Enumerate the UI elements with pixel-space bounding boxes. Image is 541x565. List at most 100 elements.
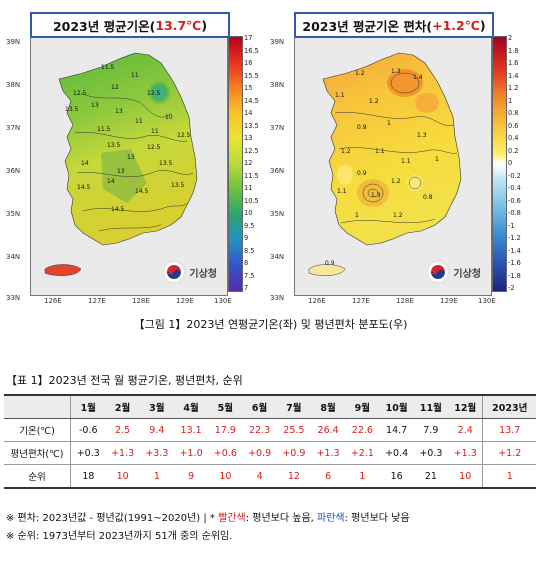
contour-label: 1.4 [413, 74, 423, 81]
lat-label: 36N [6, 167, 21, 175]
contour-label: 14 [107, 178, 115, 185]
lon-label: 130E [214, 297, 232, 305]
lon-label: 126E [308, 297, 326, 305]
contour-label: 1.3 [371, 192, 381, 199]
contour-label: 1.1 [401, 158, 411, 165]
table-cell: 12 [276, 464, 311, 489]
colorbar-tick-label: 8 [244, 259, 249, 267]
contour-label: 1.2 [391, 178, 401, 185]
table-cell: 1 [139, 464, 174, 489]
note-text: ※ 편차: 2023년값 - 평년값(1991~2020년) | * [6, 513, 219, 524]
contour-label: 1.2 [393, 212, 403, 219]
colorbar-tick-label: 1.2 [508, 84, 519, 92]
contour-label: 13.5 [159, 160, 173, 167]
colorbar-tick-label: 0.6 [508, 121, 519, 130]
colorbar-tick-label: 11.5 [244, 171, 259, 180]
colorbar-tick-label: -0.2 [508, 171, 521, 180]
contour-label: 0.9 [357, 170, 367, 177]
table-cell: +1.3 [310, 441, 346, 465]
table-cell: 2.4 [447, 418, 483, 442]
contour-label: 1.1 [375, 148, 385, 155]
table-cell: +0.9 [242, 441, 277, 465]
table-column-header: 9월 [345, 394, 380, 419]
map-title-value: +1.2℃ [432, 17, 480, 33]
table-cell: 9.4 [139, 418, 174, 442]
table-row-header: 기온(℃) [4, 418, 71, 442]
colorbar-tick-label: -1 [508, 221, 515, 230]
contour-label: 12 [111, 84, 119, 91]
contour-label: 13 [117, 168, 125, 175]
lat-label: 38N [6, 81, 21, 89]
table-column-header: 12월 [447, 394, 483, 419]
colorbar-tick-label: 9.5 [244, 221, 255, 230]
table-column-header: 2023년 [482, 394, 536, 419]
table-corner-cell [4, 394, 71, 419]
contour-label: 12.5 [73, 90, 87, 97]
table-title: 【표 1】2023년 전국 월 평균기온, 평년편차, 순위 [6, 374, 243, 387]
map-title-value: 13.7℃ [155, 17, 202, 33]
contour-label: 13 [91, 102, 99, 109]
lat-label: 33N [6, 294, 21, 302]
contour-label: 11 [131, 72, 139, 79]
table-column-header: 10월 [379, 394, 414, 419]
table-cell: +0.3 [413, 441, 448, 465]
contour-label: 13 [127, 154, 135, 161]
contour-label: 1.2 [369, 98, 379, 105]
table-cell: 22.3 [242, 418, 277, 442]
contour-label: 11.5 [97, 126, 111, 133]
korea-anomaly-map-svg: 1.2 1.3 1.4 1.1 1.2 0.9 1 1.3 1.2 1.1 1.… [308, 52, 462, 276]
colorbar-tick-label: -0.4 [508, 184, 521, 192]
table-column-header: 2월 [105, 394, 140, 419]
colorbar-tick-label: -0.6 [508, 196, 521, 205]
table-column-header: 6월 [242, 394, 277, 419]
contour-label: 1.3 [417, 132, 427, 139]
table-column-header: 1월 [70, 394, 106, 419]
table-cell: -0.6 [70, 418, 106, 442]
mean-temperature-title: 2023년 평균기온(13.7℃) [30, 12, 230, 38]
map-title-suffix: ) [201, 17, 208, 33]
contour-label: 1 [387, 120, 391, 127]
lon-label: 128E [396, 297, 414, 305]
colorbar-tick-label: -1.2 [508, 234, 521, 242]
table-cell: 10 [447, 464, 483, 489]
table-cell: 13.1 [173, 418, 209, 442]
map-figure: 2023년 평균기온(13.7℃) 39N 38N 37N 36N 35N 34… [6, 12, 521, 305]
contour-label: 12.5 [147, 144, 161, 151]
table-cell: 16 [379, 464, 414, 489]
table-cell: 26.4 [310, 418, 346, 442]
lat-label: 38N [270, 81, 285, 89]
lon-label: 130E [478, 297, 496, 305]
colorbar-tick-label: 14 [244, 109, 253, 117]
map-title-text: 2023년 평균기온( [52, 18, 156, 34]
note-text: : 평년보다 높음, [245, 513, 318, 524]
table-column-header: 5월 [208, 394, 243, 419]
contour-label: 13.5 [171, 182, 185, 189]
lat-label: 36N [270, 167, 285, 175]
colorbar-tick-label: 16.5 [244, 46, 259, 55]
kma-logo-text: 기상청 [453, 268, 481, 280]
colorbar-tick-label: 12 [244, 159, 253, 167]
table-cell: +1.0 [173, 441, 209, 465]
table-cell: +1.3 [447, 441, 483, 465]
temperature-anomaly-map: 1.2 1.3 1.4 1.1 1.2 0.9 1 1.3 1.2 1.1 1.… [294, 32, 492, 296]
colorbar-tick-label: 1 [508, 96, 513, 105]
note-blue-word: 파란색 [317, 513, 345, 524]
anomaly-colorbar [492, 36, 507, 292]
temperature-anomaly-title: 2023년 평균기온 편차(+1.2℃) [294, 12, 494, 38]
table-row-header: 순위 [4, 464, 71, 489]
contour-label: 13 [115, 108, 123, 115]
colorbar-tick-label: 12.5 [244, 146, 259, 155]
table-cell: +3.3 [139, 441, 174, 465]
contour-label: 14.5 [135, 188, 149, 195]
table-column-header: 11월 [413, 394, 448, 419]
table-cell: 7.9 [413, 418, 448, 442]
contour-label: 1 [355, 212, 359, 219]
colorbar-tick-label: 1.6 [508, 59, 519, 67]
table-header-row: 1월 2월 3월 4월 5월 6월 7월 8월 9월 10월 11월 12월 2023년 [4, 394, 536, 419]
lat-label: 39N [270, 38, 285, 46]
colorbar-tick-label: 7 [244, 284, 249, 292]
contour-label: 1.1 [337, 188, 347, 195]
colorbar-tick-label: 9 [244, 234, 249, 242]
colorbar-tick-label: 0.2 [508, 146, 519, 155]
table-cell: 22.6 [345, 418, 380, 442]
